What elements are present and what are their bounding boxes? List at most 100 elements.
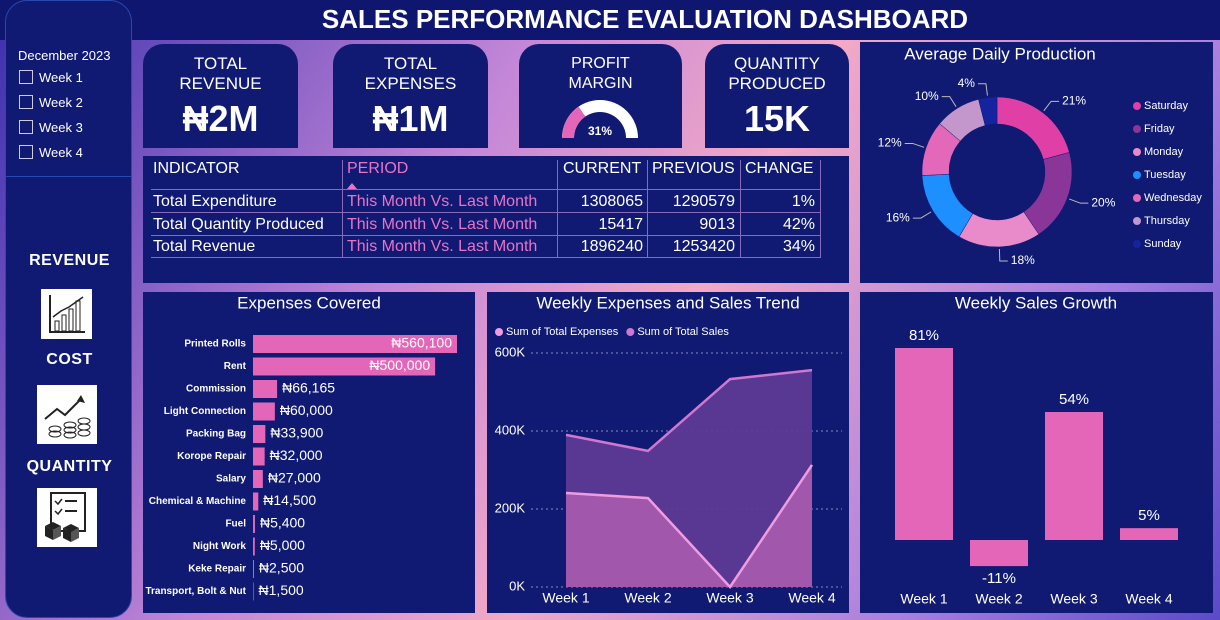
data-label: 54% — [1059, 391, 1089, 408]
y-tick-label: Packing Bag — [186, 429, 246, 440]
row-rule — [151, 212, 821, 213]
slicer-option[interactable]: Week 4 — [39, 145, 83, 160]
column-rule — [740, 160, 741, 257]
donut-slice — [958, 211, 1040, 248]
kpi-title: PROFIT MARGIN — [568, 55, 633, 92]
indicator-table: INDICATOR PERIOD CURRENT PREVIOUS CHANGE Tota… — [143, 156, 849, 283]
bar — [253, 515, 255, 533]
checkbox[interactable] — [19, 120, 33, 134]
legend-marker — [1133, 102, 1141, 110]
kpi-card: QUANTITY PRODUCED 15K — [705, 44, 849, 148]
slicer-option[interactable]: Week 2 — [39, 95, 83, 110]
table-cell: This Month Vs. Last Month — [347, 238, 538, 255]
table-cell: 1896240 — [580, 238, 643, 255]
chart-panel: Expenses Covered Printed Rolls ₦560,100 Ren… — [143, 292, 475, 613]
data-label: -11% — [982, 570, 1016, 587]
chart-panel: Average Daily Production 21% 20% 18% 16% 12% 1… — [860, 42, 1213, 283]
legend-label: Wednesday — [1144, 192, 1202, 204]
row-rule — [151, 257, 821, 258]
bar — [253, 402, 275, 421]
data-label: ₦32,000 — [270, 447, 323, 463]
legend-label: Thursday — [1144, 215, 1190, 227]
y-tick-label: Rent — [224, 361, 247, 372]
row-rule — [151, 189, 821, 190]
y-tick-label: Korope Repair — [177, 451, 246, 462]
revenue-icon[interactable] — [41, 289, 92, 339]
checkbox[interactable] — [19, 70, 33, 84]
table-cell: 15417 — [598, 216, 644, 233]
table-cell: 1290579 — [672, 193, 735, 210]
bar — [253, 537, 255, 556]
bar — [253, 492, 259, 511]
bar — [1120, 528, 1178, 540]
data-label: 4% — [958, 76, 976, 90]
kpi-title: TOTAL EXPENSES — [364, 54, 457, 93]
legend-label: Saturday — [1144, 100, 1189, 112]
bar — [253, 380, 278, 398]
slicer-option[interactable]: Week 3 — [39, 120, 83, 135]
table-header: PERIOD — [347, 160, 409, 177]
nav-cost[interactable]: COST — [46, 351, 93, 368]
column-rule — [820, 160, 821, 257]
y-tick-label: Light Connection — [164, 406, 246, 417]
row-rule — [151, 235, 821, 236]
gauge: 31% — [562, 100, 638, 138]
table-cell: 34% — [782, 238, 815, 255]
leader-line — [1068, 198, 1089, 204]
bar-chart: Expenses Covered Printed Rolls ₦560,100 Ren… — [145, 293, 457, 601]
y-tick-label: Night Work — [193, 541, 247, 552]
table-cell: Total Quantity Produced — [153, 216, 324, 233]
data-label: 16% — [886, 210, 910, 224]
x-tick-label: Week 2 — [975, 591, 1022, 607]
table-header: INDICATOR — [153, 160, 240, 177]
gauge-label: 31% — [588, 124, 612, 138]
legend-label: Monday — [1144, 146, 1184, 158]
bar — [253, 470, 263, 488]
table-cell: 1253420 — [672, 238, 735, 255]
data-label: ₦1,500 — [259, 582, 304, 598]
x-tick-label: Week 3 — [1050, 591, 1097, 607]
kpi-value: ₦1M — [372, 98, 449, 139]
table-cell: This Month Vs. Last Month — [347, 193, 538, 210]
area-chart: Weekly Expenses and Sales Trend 0K 200K 400… — [495, 293, 842, 606]
y-tick-label: Keke Repair — [188, 564, 246, 575]
data-label: 18% — [1011, 253, 1035, 267]
checkbox[interactable] — [19, 95, 33, 109]
x-tick-label: Week 1 — [542, 590, 589, 606]
data-label: ₦2,500 — [259, 560, 304, 576]
chart-title: Expenses Covered — [237, 293, 381, 312]
kpi-title: TOTAL REVENUE — [179, 54, 262, 93]
column-rule — [342, 160, 343, 257]
nav-quantity[interactable]: QUANTITY — [26, 458, 113, 475]
checkbox[interactable] — [19, 145, 33, 159]
column-rule — [647, 160, 648, 257]
sort-indicator[interactable] — [347, 183, 357, 189]
bar — [1045, 412, 1103, 540]
slicer-option[interactable]: Week 1 — [39, 70, 83, 85]
table-cell: This Month Vs. Last Month — [347, 216, 538, 233]
bar — [970, 540, 1028, 567]
sidebar: December 2023 Week 1 Week 2 Week 3 Week … — [5, 0, 132, 618]
title-bar: SALES PERFORMANCE EVALUATION DASHBOARD — [0, 0, 1220, 40]
leader-line — [977, 83, 988, 96]
cost-icon[interactable] — [37, 385, 97, 444]
data-label: ₦5,000 — [260, 537, 305, 553]
legend-marker — [1133, 125, 1141, 133]
data-label: ₦27,000 — [268, 470, 321, 486]
kpi-value: 15K — [743, 98, 811, 139]
gauge-value — [562, 106, 586, 138]
nav-revenue[interactable]: REVENUE — [29, 252, 110, 269]
kpi-value: ₦2M — [182, 98, 259, 139]
x-tick-label: Week 4 — [788, 590, 835, 606]
line — [565, 368, 813, 453]
bar — [253, 582, 254, 601]
legend-label: Friday — [1144, 123, 1175, 135]
bar — [253, 447, 265, 466]
data-label: ₦60,000 — [280, 402, 333, 418]
chart-panel: Weekly Sales Growth 81% Week 1 -11% Week 2 54… — [860, 292, 1213, 613]
quantity-icon[interactable] — [37, 488, 97, 547]
data-label: 5% — [1138, 507, 1160, 524]
legend-marker — [1133, 194, 1141, 202]
y-tick-label: Printed Rolls — [184, 339, 246, 350]
donut-chart: Average Daily Production 21% 20% 18% 16% 12% 1… — [878, 44, 1203, 267]
